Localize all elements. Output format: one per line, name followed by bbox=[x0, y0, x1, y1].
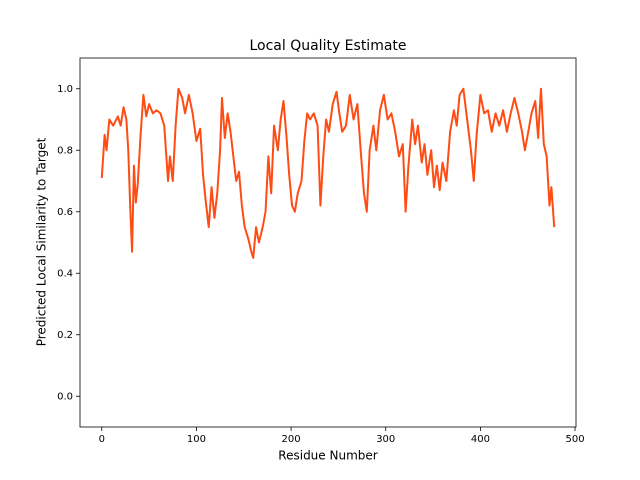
y-tick-label: 0.0 bbox=[57, 391, 73, 402]
data-line bbox=[100, 87, 556, 259]
plot-frame bbox=[79, 57, 577, 428]
y-tick-label: 0.8 bbox=[57, 145, 73, 156]
y-tick-label: 0.6 bbox=[57, 207, 73, 218]
y-axis-label: Predicted Local Similarity to Target bbox=[35, 137, 49, 346]
x-tick-label: 0 bbox=[99, 434, 105, 445]
x-tick-label: 200 bbox=[282, 434, 301, 445]
x-axis-label: Residue Number bbox=[278, 449, 377, 463]
x-tick-label: 100 bbox=[187, 434, 206, 445]
y-tick-label: 0.2 bbox=[57, 330, 73, 341]
x-tick-label: 400 bbox=[471, 434, 490, 445]
y-tick-label: 0.4 bbox=[57, 268, 73, 279]
y-tick-label: 1.0 bbox=[57, 84, 73, 95]
chart-title: Local Quality Estimate bbox=[249, 38, 406, 54]
x-tick-label: 500 bbox=[566, 434, 585, 445]
x-tick-label: 300 bbox=[376, 434, 395, 445]
